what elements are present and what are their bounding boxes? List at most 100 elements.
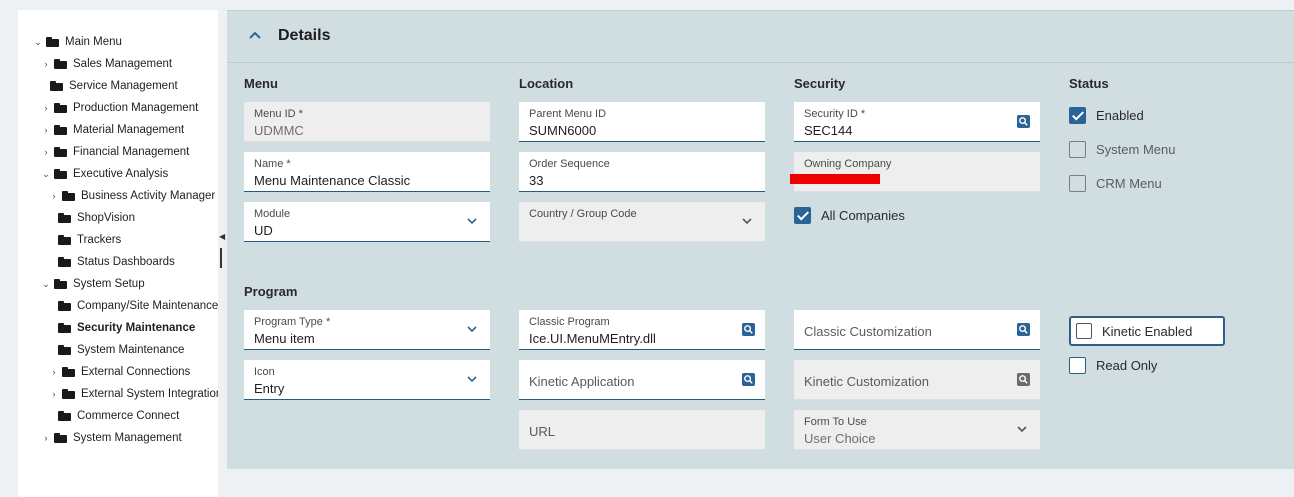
checkbox-checked-icon[interactable] [1069, 107, 1086, 124]
redaction-mark [790, 174, 880, 184]
country-group-code-dropdown[interactable]: Country / Group Code [519, 202, 765, 242]
tree-item-sales-management[interactable]: › Sales Management [40, 54, 173, 74]
chevron-down-icon[interactable]: ⌄ [42, 168, 50, 179]
program-type-dropdown[interactable]: Program Type * Menu item [244, 310, 490, 350]
chevron-down-icon[interactable] [466, 323, 478, 335]
folder-icon [46, 37, 59, 47]
chevron-down-icon[interactable] [466, 373, 478, 385]
chevron-right-icon[interactable]: › [52, 389, 56, 399]
folder-icon [58, 323, 71, 333]
tree-item-external-connections[interactable]: › External Connections [48, 362, 191, 382]
tree-item-system-maintenance[interactable]: System Maintenance [56, 340, 184, 360]
checkbox-unchecked-icon[interactable] [1076, 323, 1092, 339]
section-status-title: Status [1069, 76, 1109, 91]
chevron-down-icon[interactable] [741, 215, 753, 227]
read-only-checkbox[interactable]: Read Only [1069, 357, 1157, 374]
details-header[interactable]: Details [227, 11, 1294, 63]
module-dropdown[interactable]: Module UD [244, 202, 490, 242]
icon-dropdown[interactable]: Icon Entry [244, 360, 490, 400]
chevron-right-icon[interactable]: › [52, 191, 56, 201]
chevron-right-icon[interactable]: › [44, 59, 48, 69]
tree-item-system-setup[interactable]: ⌄ System Setup [40, 274, 144, 294]
url-field[interactable]: URL [519, 410, 765, 450]
tree-item-external-system-integration[interactable]: › External System Integration [48, 384, 219, 404]
enabled-checkbox[interactable]: Enabled [1069, 107, 1144, 124]
tree-item-material-management[interactable]: › Material Management [40, 120, 185, 140]
kinetic-application-field[interactable]: Kinetic Application [519, 360, 765, 400]
folder-icon [54, 125, 67, 135]
folder-icon [50, 81, 63, 91]
folder-icon [58, 301, 71, 311]
chevron-up-icon[interactable] [247, 27, 263, 43]
tree-item-service-management[interactable]: Service Management [48, 76, 178, 96]
search-icon[interactable] [1017, 323, 1030, 336]
checkbox-checked-icon[interactable] [794, 207, 811, 224]
tree-item-main-menu[interactable]: ⌄ Main Menu [32, 32, 122, 52]
folder-icon [58, 213, 71, 223]
folder-icon [54, 59, 67, 69]
chevron-down-icon[interactable]: ⌄ [42, 278, 50, 289]
details-title: Details [278, 27, 331, 44]
form-to-use-dropdown[interactable]: Form To Use User Choice [794, 410, 1040, 450]
tree-item-security-maintenance[interactable]: Security Maintenance [56, 318, 195, 338]
classic-customization-field[interactable]: Classic Customization [794, 310, 1040, 350]
kinetic-customization-field[interactable]: Kinetic Customization [794, 360, 1040, 400]
system-menu-checkbox[interactable]: System Menu [1069, 141, 1175, 158]
owning-company-field[interactable]: Owning Company [794, 152, 1040, 192]
splitter-handle[interactable] [220, 248, 222, 268]
tree-item-production-management[interactable]: › Production Management [40, 98, 199, 118]
checkbox-unchecked-icon[interactable] [1069, 141, 1086, 158]
crm-menu-checkbox[interactable]: CRM Menu [1069, 175, 1162, 192]
folder-icon [62, 191, 75, 201]
name-field[interactable]: Name * Menu Maintenance Classic [244, 152, 490, 192]
folder-icon [58, 235, 71, 245]
folder-icon [54, 103, 67, 113]
tree-item-status-dashboards[interactable]: Status Dashboards [56, 252, 175, 272]
chevron-right-icon[interactable]: › [52, 367, 56, 377]
menu-id-field[interactable]: Menu ID * UDMMC [244, 102, 490, 142]
chevron-down-icon[interactable]: ⌄ [34, 36, 42, 47]
parent-menu-id-field[interactable]: Parent Menu ID SUMN6000 [519, 102, 765, 142]
folder-icon [54, 169, 67, 179]
tree-item-trackers[interactable]: Trackers [56, 230, 121, 250]
chevron-right-icon[interactable]: › [44, 433, 48, 443]
tree-item-shopvision[interactable]: ShopVision [56, 208, 135, 228]
details-panel: Details Menu Location Security Status Pr… [227, 10, 1294, 469]
all-companies-checkbox[interactable]: All Companies [794, 207, 905, 224]
search-icon[interactable] [742, 373, 755, 386]
checkbox-unchecked-icon[interactable] [1069, 175, 1086, 192]
chevron-down-icon[interactable] [466, 215, 478, 227]
chevron-right-icon[interactable]: › [44, 103, 48, 113]
menu-tree: ⌄ Main Menu › Sales Management Service M… [18, 10, 218, 497]
tree-item-system-management[interactable]: › System Management [40, 428, 182, 448]
folder-icon [58, 257, 71, 267]
folder-icon [58, 345, 71, 355]
checkbox-unchecked-icon[interactable] [1069, 357, 1086, 374]
chevron-right-icon[interactable]: › [44, 125, 48, 135]
chevron-right-icon[interactable]: › [44, 147, 48, 157]
folder-icon [58, 411, 71, 421]
folder-icon [62, 389, 75, 399]
folder-icon [54, 279, 67, 289]
tree-item-commerce-connect[interactable]: Commerce Connect [56, 406, 179, 426]
search-icon[interactable] [1017, 115, 1030, 128]
section-program-title: Program [244, 284, 298, 299]
tree-item-business-activity-manager[interactable]: › Business Activity Manager [48, 186, 216, 206]
tree-item-financial-management[interactable]: › Financial Management [40, 142, 190, 162]
tree-item-company-site-maintenance[interactable]: Company/Site Maintenance [56, 296, 218, 316]
kinetic-enabled-checkbox[interactable]: Kinetic Enabled [1069, 316, 1225, 346]
chevron-down-icon[interactable] [1016, 423, 1028, 435]
folder-icon [54, 433, 67, 443]
folder-icon [54, 147, 67, 157]
security-id-field[interactable]: Security ID * SEC144 [794, 102, 1040, 142]
section-security-title: Security [794, 76, 846, 91]
collapse-tree-icon[interactable]: ◀ [219, 232, 226, 241]
folder-icon [62, 367, 75, 377]
classic-program-field[interactable]: Classic Program Ice.UI.MenuMEntry.dll [519, 310, 765, 350]
order-sequence-field[interactable]: Order Sequence 33 [519, 152, 765, 192]
tree-item-executive-analysis[interactable]: ⌄ Executive Analysis [40, 164, 168, 184]
search-icon[interactable] [1017, 373, 1030, 386]
search-icon[interactable] [742, 323, 755, 336]
section-location-title: Location [519, 76, 574, 91]
section-menu-title: Menu [244, 76, 278, 91]
